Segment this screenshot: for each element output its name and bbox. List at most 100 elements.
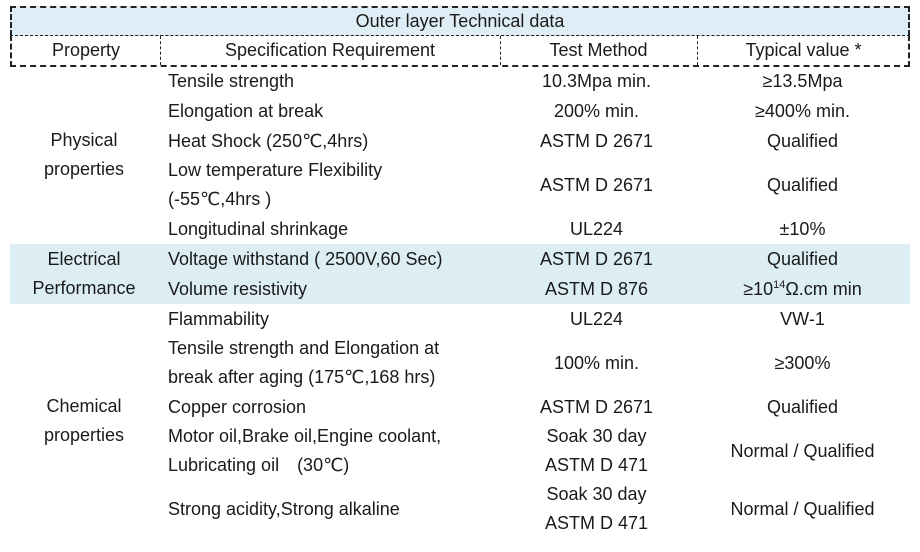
method-cell: ASTM D 876 [498,274,695,304]
spec-cell: Volume resistivity [158,274,498,304]
method-cell: 10.3Mpa min. [498,66,695,96]
spec-cell: Strong acidity,Strong alkaline [158,480,498,538]
typical-cell: Qualified [695,244,910,274]
typical-cell: ≥13.5Mpa [695,66,910,96]
cell-line: UL224 [569,308,624,329]
column-header: Test Method [549,40,648,60]
column-separator [697,36,698,65]
method-cell: ASTM D 2671 [498,392,695,422]
method-cell: 100% min. [498,334,695,392]
cell-line: 10.3Mpa min. [541,70,652,91]
cell-line: Chemical [46,396,122,416]
method-cell: 200% min. [498,96,695,126]
cell-line: Qualified [766,248,839,269]
spec-cell: Copper corrosion [158,392,498,422]
cell-line: Elongation at break [168,100,324,121]
cell-line: 200% min. [553,100,640,121]
cell-line: ASTM D 2671 [539,174,654,195]
method-cell: Soak 30 day ASTM D 471 [498,422,695,480]
column-separator [500,36,501,65]
spec-cell: Low temperature Flexibility (-55℃,4hrs ) [158,156,498,214]
cell-line: Qualified [766,174,839,195]
cell-line: Strong acidity,Strong alkaline [168,498,400,519]
cell-line: UL224 [569,218,624,239]
cell-line: Qualified [766,130,839,151]
cell-line: ASTM D 2671 [539,130,654,151]
cell-line: 100% min. [553,352,640,373]
typical-cell: VW-1 [695,304,910,334]
spec-cell: Tensile strength and Elongation at break … [158,334,498,392]
method-cell: Soak 30 day ASTM D 471 [498,480,695,538]
cell-line: ASTM D 876 [544,278,649,299]
cell-line: Normal / Qualified [730,440,875,461]
property-cell: Chemical properties [10,304,158,538]
typical-cell: Qualified [695,156,910,214]
cell-line: ASTM D 471 [544,513,649,533]
cell-line: Voltage withstand ( 2500V,60 Sec) [168,248,443,269]
cell-line: ≥300% [774,352,831,373]
text-part: 14 [773,278,786,291]
cell-line: Physical [50,130,118,150]
cell-line: Longitudinal shrinkage [168,218,349,239]
method-cell: ASTM D 2671 [498,244,695,274]
typical-cell: ≥300% [695,334,910,392]
table-title: Outer layer Technical data [10,6,910,36]
cell-line: Flammability [168,308,270,329]
typical-cell: ≥1014Ω.cm min [695,274,910,304]
cell-line: Tensile strength and Elongation at [168,338,440,358]
typical-cell: ±10% [695,214,910,244]
cell-line: ASTM D 2671 [539,248,654,269]
cell-line: Low temperature Flexibility [168,160,383,180]
cell-line: Tensile strength [168,70,295,91]
cell-line: (-55℃,4hrs ) [168,189,272,209]
property-cell: Physical properties [10,66,158,244]
column-header: Typical value * [745,40,862,60]
cell-line: Lubricating oil (30℃) [168,455,350,475]
spec-cell: Voltage withstand ( 2500V,60 Sec) [158,244,498,274]
cell-line: ≥1014Ω.cm min [743,275,862,304]
cell-line: ±10% [779,218,826,239]
typical-cell: Qualified [695,392,910,422]
cell-line: Motor oil,Brake oil,Engine coolant, [168,426,442,446]
cell-line: Heat Shock (250℃,4hrs) [168,130,369,151]
cell-line: Electrical [47,249,121,269]
column-separator [160,36,161,65]
spec-cell: Motor oil,Brake oil,Engine coolant, Lubri… [158,422,498,480]
text-part: Ω.cm min [785,278,862,299]
cell-line: Normal / Qualified [730,498,875,519]
header-row: Property Specification Requirement Test Me… [10,35,910,67]
cell-line: ASTM D 471 [544,455,649,475]
spec-cell: Heat Shock (250℃,4hrs) [158,126,498,156]
spec-cell: Tensile strength [158,66,498,96]
method-cell: ASTM D 2671 [498,156,695,214]
method-cell: UL224 [498,214,695,244]
cell-line: ≥13.5Mpa [762,70,843,91]
typical-cell: Normal / Qualified [695,480,910,538]
spec-cell: Flammability [158,304,498,334]
cell-line: Soak 30 day [546,484,647,504]
cell-line: break after aging (175℃,168 hrs) [168,367,436,387]
method-cell: ASTM D 2671 [498,126,695,156]
cell-line: Soak 30 day [546,426,647,446]
column-header: Specification Requirement [224,40,436,60]
cell-line: Performance [32,278,136,298]
spec-cell: Longitudinal shrinkage [158,214,498,244]
cell-line: Volume resistivity [168,278,308,299]
cell-line: properties [43,425,125,445]
typical-cell: Qualified [695,126,910,156]
column-header: Property [51,40,121,60]
typical-cell: Normal / Qualified [695,422,910,480]
cell-line: ≥400% min. [755,100,850,121]
cell-line: ASTM D 2671 [539,396,654,417]
highlight-band [10,244,910,304]
cell-line: properties [43,159,125,179]
method-cell: UL224 [498,304,695,334]
cell-line: VW-1 [780,308,825,329]
property-cell: Electrical Performance [10,244,158,304]
text-part: ≥10 [743,278,774,299]
spec-cell: Elongation at break [158,96,498,126]
typical-cell: ≥400% min. [695,96,910,126]
cell-line: Copper corrosion [168,396,307,417]
cell-line: Qualified [766,396,839,417]
